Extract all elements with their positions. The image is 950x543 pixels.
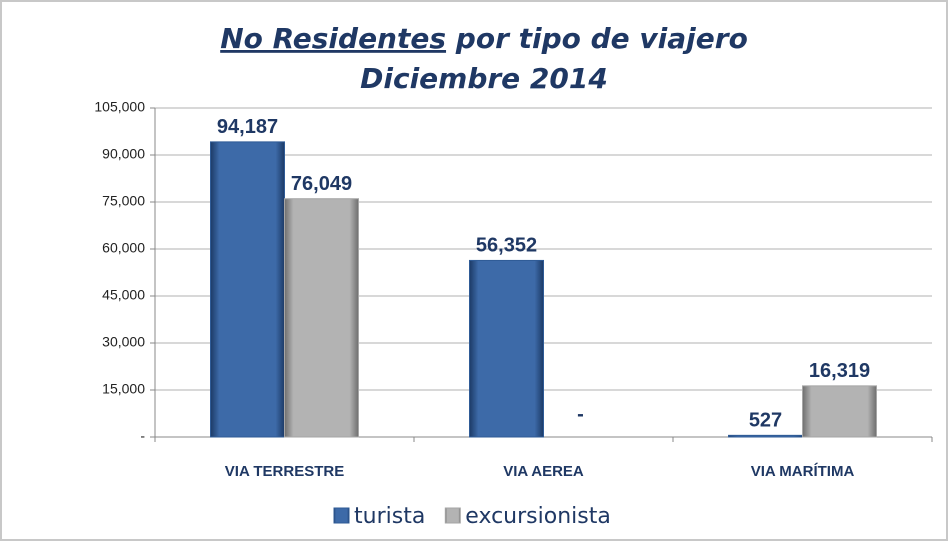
y-tick-label: - <box>140 428 145 444</box>
bar <box>728 434 803 438</box>
y-tick-label: 105,000 <box>94 99 145 115</box>
chart-subtitle: Diciembre 2014 <box>360 62 608 95</box>
y-tick-label: 45,000 <box>102 287 145 303</box>
legend-label: excursionista <box>465 504 611 529</box>
x-tick-label: VIA TERRESTRE <box>225 463 344 480</box>
value-label: 76,049 <box>291 173 352 195</box>
value-label: 94,187 <box>217 116 278 138</box>
chart-title: No Residentes por tipo de viajero <box>220 22 748 55</box>
y-tick-label: 75,000 <box>102 193 145 209</box>
bar <box>469 259 544 438</box>
value-label: - <box>577 403 584 425</box>
y-tick-label: 90,000 <box>102 146 145 162</box>
x-tick-label: VIA MARÍTIMA <box>751 463 855 480</box>
bar <box>210 141 285 438</box>
title-part: No Residentes <box>220 22 446 55</box>
y-tick-label: 60,000 <box>102 240 145 256</box>
legend-swatch <box>333 507 350 524</box>
value-label: 56,352 <box>476 235 537 257</box>
x-tick-label: VIA AEREA <box>503 463 584 480</box>
value-label: 527 <box>749 410 782 432</box>
bar <box>284 198 359 438</box>
legend-swatch <box>444 507 461 524</box>
y-tick-label: 30,000 <box>102 334 145 350</box>
title-part: por tipo de viajero <box>455 22 748 55</box>
value-label: 16,319 <box>809 360 870 382</box>
legend-label: turista <box>354 504 425 529</box>
bar <box>802 385 877 438</box>
y-tick-label: 15,000 <box>102 381 145 397</box>
